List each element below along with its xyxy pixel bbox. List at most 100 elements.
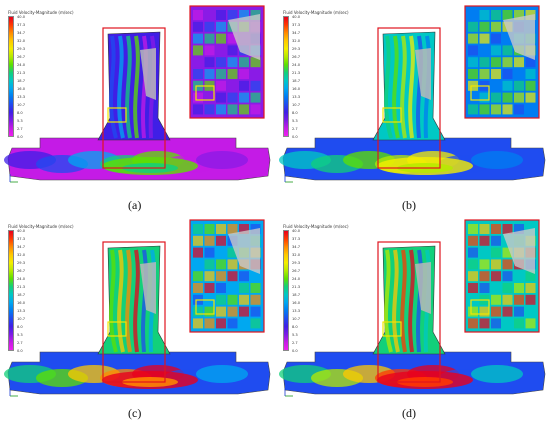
highlight-box-yellow [470,85,490,101]
inset-texture [491,283,501,293]
panel-a: Fluid Velocity-Magnitude (m/sec) 40.0 37.3… [0,0,275,214]
inset-texture [468,92,478,103]
inset-texture [250,92,261,103]
inset-texture [468,306,478,317]
flow-streak [408,35,415,139]
inset-texture [204,306,215,317]
colorbar-tick: 40.0 [17,229,26,233]
inset-texture [204,69,215,79]
inset-texture [227,69,238,79]
inset-texture [514,92,524,103]
inset-texture [227,271,238,282]
inset-texture [216,45,226,56]
inset-texture [227,294,238,305]
colorbar-tick: 34.7 [292,31,301,35]
colorbar-tick: 5.3 [17,119,23,123]
inset-texture [502,45,513,56]
highlight-box-yellow [107,321,127,337]
inset-texture [525,69,536,79]
flow-streak [392,249,400,353]
panel-caption: (b) [402,198,416,212]
inset-texture [479,318,490,329]
flow-streak [117,35,125,139]
legend-title: Fluid Velocity-Magnitude (m/sec) [283,10,349,15]
legend-title: Fluid Velocity-Magnitude (m/sec) [283,224,349,229]
colorbar-tick: 32.0 [17,253,26,257]
inset-texture [227,247,238,258]
colorbar-tick: 8.0 [292,111,298,115]
inset-texture [239,283,249,293]
inset-texture [491,45,501,56]
inset-texture [227,318,238,329]
inset-texture [216,283,226,293]
inset-texture [227,80,238,91]
colorbar-tick: 13.3 [17,309,26,313]
colorbar-tick: 5.3 [17,333,23,337]
flow-streak [117,249,125,353]
flow-streak [133,249,140,353]
colorbar-tick: 16.0 [292,301,301,305]
inset-texture [468,45,478,56]
inset-texture [479,283,490,293]
flow-simulation-image [4,5,271,183]
inset-texture [491,57,501,68]
legend-title: Fluid Velocity-Magnitude (m/sec) [8,224,74,229]
inset-texture [514,283,524,293]
inset-texture [514,104,524,115]
inset-texture [491,259,501,270]
colorbar-tick: 34.7 [17,245,26,249]
unfilled-region [228,228,260,274]
inset-texture [193,259,203,270]
flow-streak [384,35,393,139]
highlight-box-yellow [382,321,402,337]
flow-streak [125,249,132,353]
inset-texture [468,235,478,246]
inset-texture [491,247,501,258]
inset-texture [250,306,261,317]
flow-streak [400,249,407,353]
inset-texture [479,69,490,79]
inset-texture [193,306,203,317]
inset-texture [193,57,203,68]
inset-texture [491,271,501,282]
inset-texture [227,306,238,317]
colorbar-tick: 18.7 [292,79,301,83]
inset-texture [216,92,226,103]
inset-texture [193,271,203,282]
inset-texture [204,235,215,246]
colorbar-tick: 37.3 [17,237,26,241]
inset-texture [479,92,490,103]
inset-texture [502,283,513,293]
inset-texture [193,235,203,246]
flow-region [196,151,248,169]
inset-texture [193,92,203,103]
inset-texture [491,104,501,115]
inset-texture [502,224,513,234]
colorbar [8,230,14,351]
inset-texture [193,224,203,234]
colorbar-tick: 18.7 [292,293,301,297]
colorbar-tick: 24.0 [17,63,26,67]
highlight-box-red [102,27,166,169]
inset-texture [250,283,261,293]
inset-texture [491,69,501,79]
colorbar-tick: 34.7 [17,31,26,35]
inset-texture [216,104,226,115]
colorbar-tick: 8.0 [17,111,23,115]
inset-texture [239,306,249,317]
inset-texture [514,318,524,329]
inset-texture [239,10,249,20]
colorbar-tick: 37.3 [292,23,301,27]
colorbar-tick: 40.0 [292,229,301,233]
highlight-box-red [377,241,441,383]
inset-texture [502,69,513,79]
inset-texture [502,306,513,317]
inset-texture [468,33,478,44]
inset-texture [250,69,261,79]
colorbar-tick: 2.7 [17,341,23,345]
inset-texture [479,306,490,317]
colorbar-tick: 21.3 [17,71,26,75]
unfilled-region [140,48,156,100]
colorbar-tick: 29.3 [17,47,26,51]
unfilled-region [415,262,431,314]
